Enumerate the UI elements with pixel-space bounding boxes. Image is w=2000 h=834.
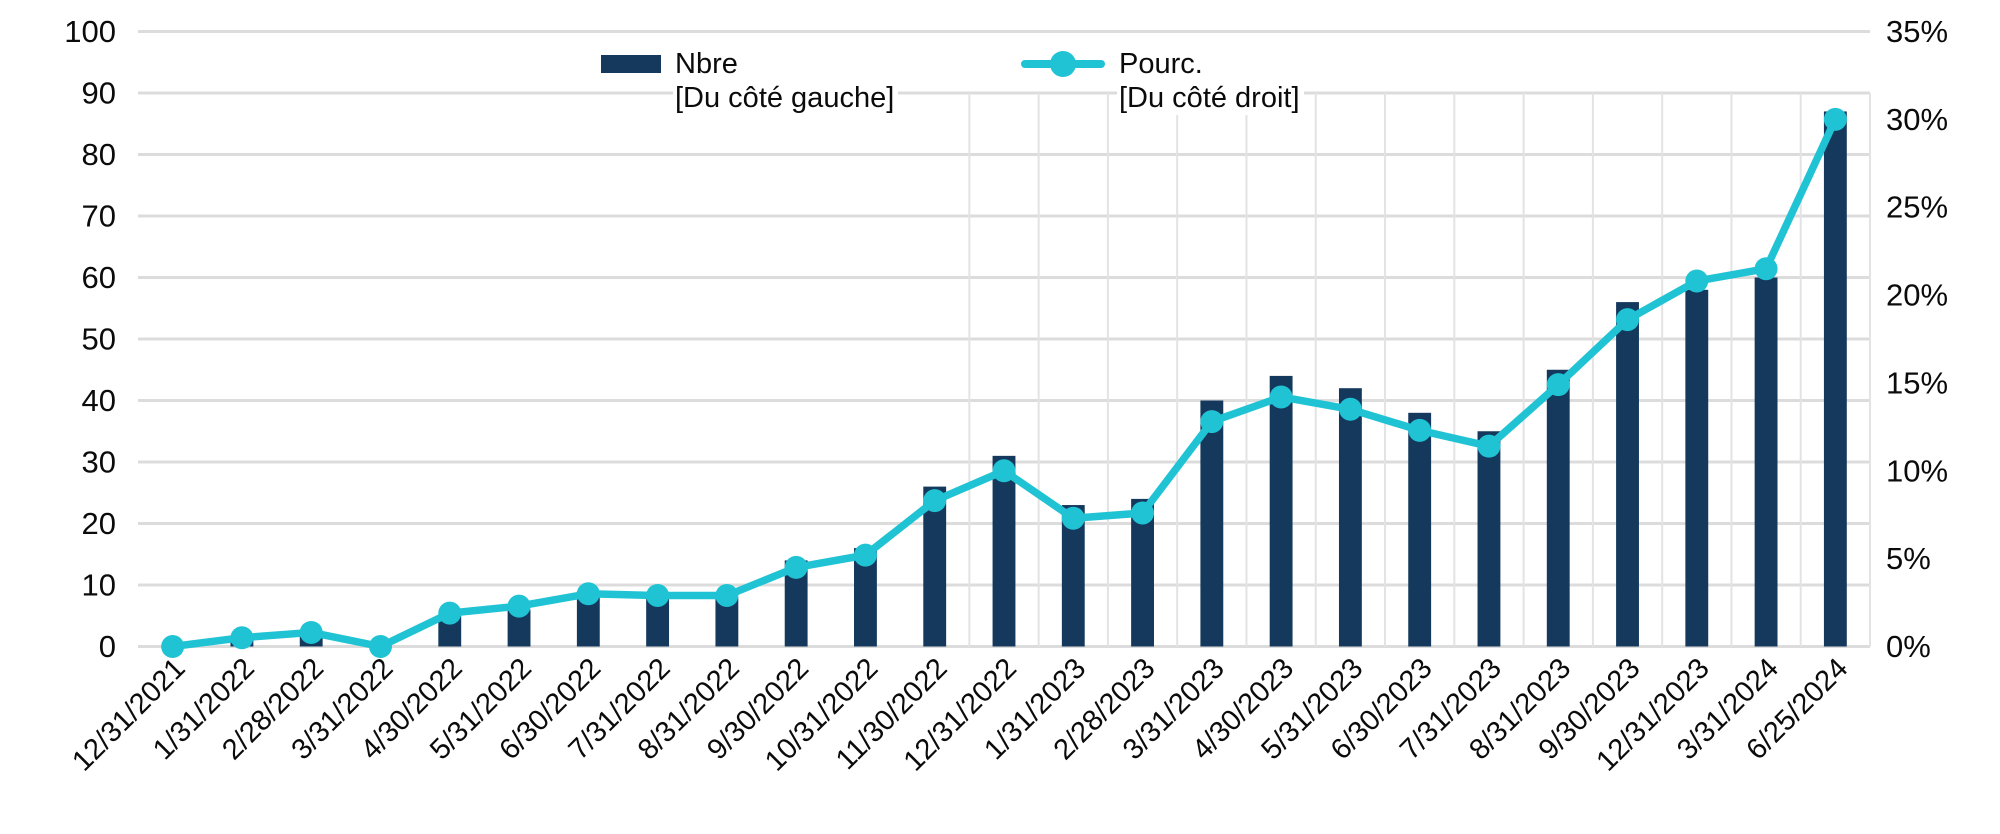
bar	[715, 597, 739, 647]
y-left-tick-label: 20	[82, 506, 116, 541]
bar	[992, 455, 1016, 647]
y-left-tick-label: 80	[82, 137, 116, 172]
line-marker	[576, 582, 600, 606]
bar	[438, 615, 462, 647]
line-marker	[507, 594, 531, 618]
line-marker	[992, 459, 1016, 483]
y-right-tick-label: 25%	[1886, 190, 1948, 225]
bar	[854, 548, 877, 647]
bar	[784, 560, 808, 647]
y-left-tick-label: 70	[82, 199, 116, 234]
line-marker	[1546, 373, 1570, 397]
bar	[1061, 505, 1085, 647]
bar	[1546, 369, 1570, 647]
line-marker	[1477, 434, 1501, 458]
y-right-tick-label: 20%	[1886, 278, 1948, 313]
bar	[1754, 277, 1778, 647]
line-marker	[1269, 385, 1293, 409]
line-marker	[161, 635, 185, 658]
line-marker	[368, 635, 392, 658]
bar	[1200, 400, 1224, 647]
line-marker	[1131, 501, 1155, 525]
bar	[646, 597, 670, 647]
y-left-tick-label: 30	[82, 445, 116, 480]
line-marker	[853, 543, 877, 567]
y-right-tick-label: 35%	[1886, 14, 1948, 49]
line-marker	[784, 555, 808, 579]
bar	[576, 591, 600, 647]
line-marker	[1061, 506, 1085, 530]
y-left-tick-label: 100	[64, 14, 116, 49]
bar	[923, 486, 947, 647]
y-left-tick-label: 10	[82, 568, 116, 603]
y-right-tick-label: 0%	[1886, 629, 1931, 664]
y-left-tick-label: 90	[82, 76, 116, 111]
bar	[1685, 289, 1709, 647]
line-marker	[923, 489, 947, 513]
line-marker	[1408, 418, 1432, 442]
line-marker	[1338, 397, 1362, 421]
y-left-tick-label: 60	[82, 260, 116, 295]
y-right-tick-label: 30%	[1886, 102, 1948, 137]
line-marker	[1823, 107, 1847, 131]
line-marker	[1616, 308, 1640, 332]
line-marker	[438, 601, 462, 625]
bar	[1408, 412, 1432, 647]
bar	[1477, 431, 1501, 647]
y-right-tick-label: 15%	[1886, 365, 1948, 400]
y-left-tick-label: 40	[82, 383, 116, 418]
bar	[1338, 388, 1362, 647]
line-marker	[715, 584, 739, 608]
line-marker	[230, 626, 254, 650]
bar	[1616, 302, 1639, 647]
y-left-tick-label: 50	[82, 322, 116, 357]
line-marker	[1754, 257, 1778, 281]
y-right-tick-label: 10%	[1886, 453, 1948, 488]
y-left-tick-label: 0	[99, 629, 116, 664]
line-marker	[1685, 269, 1709, 293]
y-right-tick-label: 5%	[1886, 541, 1931, 576]
bar	[1823, 111, 1847, 647]
line-marker	[1200, 410, 1224, 434]
bar	[1131, 498, 1154, 647]
line-marker	[299, 620, 323, 644]
bar	[507, 609, 531, 647]
bar	[1269, 375, 1293, 647]
line-marker	[646, 584, 670, 608]
